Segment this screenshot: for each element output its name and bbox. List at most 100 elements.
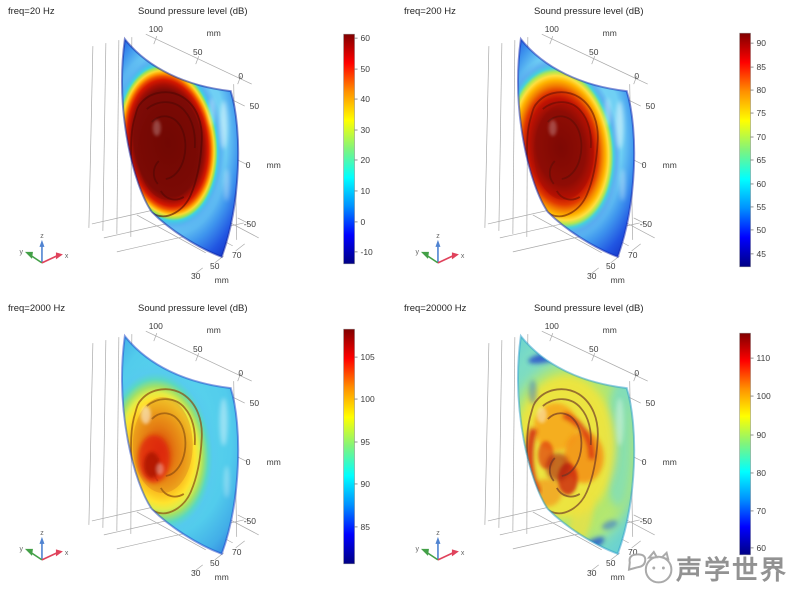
triad-x-label: x xyxy=(65,550,69,557)
x-axis-unit: mm xyxy=(215,572,229,582)
x-axis-tick: 70 xyxy=(232,250,242,260)
axis-tick-labels: 100 mm 50 0 50 0 mm -50 70 50 30 mm xyxy=(544,321,676,582)
spl-surface xyxy=(516,333,635,556)
colorbar-tick-label: 110 xyxy=(756,353,770,363)
x-axis-tick: 70 xyxy=(627,250,637,260)
y-axis-tick: 100 xyxy=(544,321,558,331)
x-axis-tick: 30 xyxy=(191,271,201,281)
z-axis-tick: 0 xyxy=(641,457,646,467)
colorbar-tick-label: 70 xyxy=(756,506,766,516)
axis-triad: z y x xyxy=(415,530,464,561)
triad-y-label: y xyxy=(415,546,419,553)
freq-label: freq=2000 Hz xyxy=(8,303,65,314)
specular-highlights xyxy=(140,398,230,498)
colorbar-tick-label: 90 xyxy=(756,430,766,440)
colorbar-tick-label: 75 xyxy=(756,108,766,118)
axis-triad: z y x xyxy=(19,233,69,264)
y-axis-tick: 50 xyxy=(193,47,203,57)
panel-freq-2000hz: freq=2000 Hz Sound pressure level (dB) 1… xyxy=(0,297,396,594)
colorbar-tick-label: 45 xyxy=(756,249,766,259)
x-axis-unit: mm xyxy=(610,275,624,285)
canal-hotspot-core xyxy=(143,451,160,478)
colorbar: 90 85 80 75 70 65 60 55 50 45 xyxy=(738,32,766,268)
watermark: 声学世界 xyxy=(625,548,788,588)
colorbar-tick-label: 100 xyxy=(756,391,770,401)
triad-z-label: z xyxy=(436,233,440,240)
colorbar-tick-label: 0 xyxy=(361,217,366,227)
ear-geometry xyxy=(525,388,599,515)
x-axis-tick: 50 xyxy=(606,558,616,568)
colorbar-tick-label: 60 xyxy=(361,33,371,43)
colorbar-tick-label: 10 xyxy=(361,186,371,196)
colorbar-gradient xyxy=(343,328,355,565)
z-axis-tick: 0 xyxy=(246,160,251,170)
y-axis-tick: 0 xyxy=(634,71,639,81)
axis-triad: z y x xyxy=(19,530,69,561)
ear-geometry xyxy=(525,91,599,218)
x-axis-tick: 30 xyxy=(587,271,597,281)
triad-z-label: z xyxy=(40,530,44,537)
colorbar-tick-label: 105 xyxy=(361,352,375,362)
triad-z-label: z xyxy=(40,233,44,240)
triad-x-label: x xyxy=(65,253,69,260)
colorbar: 110 100 90 80 70 60 xyxy=(738,332,770,556)
x-axis-tick: 50 xyxy=(210,261,220,271)
colorbar-tick-label: 40 xyxy=(361,94,371,104)
colorbar-tick-label: 60 xyxy=(756,543,766,553)
panel-freq-20hz: freq=20 Hz Sound pressure level (dB) 100… xyxy=(0,0,396,297)
z-axis-tick: 0 xyxy=(246,457,251,467)
freq-label: freq=200 Hz xyxy=(403,6,455,17)
z-axis-tick: 50 xyxy=(250,398,260,408)
y-axis-tick: 50 xyxy=(193,344,203,354)
axis-tick-labels: 100 mm 50 0 50 0 mm -50 70 50 30 mm xyxy=(544,24,676,285)
axis-tick-labels: 100 mm 50 0 50 0 mm -50 70 50 30 mm xyxy=(149,24,281,285)
axis-tick-labels: 100 mm 50 0 50 0 mm -50 70 50 30 mm xyxy=(149,321,281,582)
z-axis-tick: 50 xyxy=(250,101,260,111)
x-axis-tick: 70 xyxy=(627,547,637,557)
x-axis-tick: 70 xyxy=(232,547,242,557)
z-axis-unit: mm xyxy=(662,160,676,170)
y-axis-unit: mm xyxy=(602,325,616,335)
z-axis-tick: -50 xyxy=(244,219,257,229)
plot-title: Sound pressure level (dB) xyxy=(534,303,643,314)
triad-y-label: y xyxy=(415,249,419,256)
y-axis-tick: 100 xyxy=(149,321,163,331)
y-axis-tick: 50 xyxy=(589,344,599,354)
watermark-logo-icon xyxy=(627,550,673,584)
x-axis-tick: 50 xyxy=(210,558,220,568)
colorbar: 60 50 40 30 20 10 0 -10 xyxy=(343,33,373,265)
specular-highlights xyxy=(548,98,626,201)
freq-label: freq=20 Hz xyxy=(8,6,55,17)
y-axis-unit: mm xyxy=(207,28,221,38)
colorbar-tick-label: 85 xyxy=(361,522,371,532)
z-axis-unit: mm xyxy=(267,457,281,467)
specular-highlights xyxy=(152,98,230,201)
z-axis-tick: 50 xyxy=(645,398,655,408)
colorbar-tick-label: 80 xyxy=(756,85,766,95)
x-axis-tick: 30 xyxy=(191,568,201,578)
colorbar-tick-label: 30 xyxy=(361,125,371,135)
z-axis-unit: mm xyxy=(267,160,281,170)
watermark-text: 声学世界 xyxy=(675,554,788,585)
colorbar-gradient xyxy=(738,332,751,556)
x-axis-unit: mm xyxy=(215,275,229,285)
plot-title: Sound pressure level (dB) xyxy=(138,303,247,314)
z-axis-tick: -50 xyxy=(639,219,652,229)
y-axis-tick: 100 xyxy=(149,24,163,34)
colorbar-tick-label: 55 xyxy=(756,202,766,212)
triad-y-label: y xyxy=(19,249,23,256)
z-axis-tick: -50 xyxy=(244,516,257,526)
colorbar-tick-label: 70 xyxy=(756,132,766,142)
colorbar-tick-label: 90 xyxy=(361,479,371,489)
plot-title: Sound pressure level (dB) xyxy=(534,6,643,17)
triad-x-label: x xyxy=(460,550,464,557)
triad-y-label: y xyxy=(19,546,23,553)
panel-freq-200hz: freq=200 Hz Sound pressure level (dB) 10… xyxy=(396,0,791,297)
specular-highlights xyxy=(536,398,624,446)
colorbar-tick-label: 95 xyxy=(361,437,371,447)
colorbar-tick-label: 50 xyxy=(756,225,766,235)
y-axis-tick: 50 xyxy=(589,47,599,57)
spl-surface xyxy=(121,36,240,259)
colorbar-tick-label: 65 xyxy=(756,155,766,165)
